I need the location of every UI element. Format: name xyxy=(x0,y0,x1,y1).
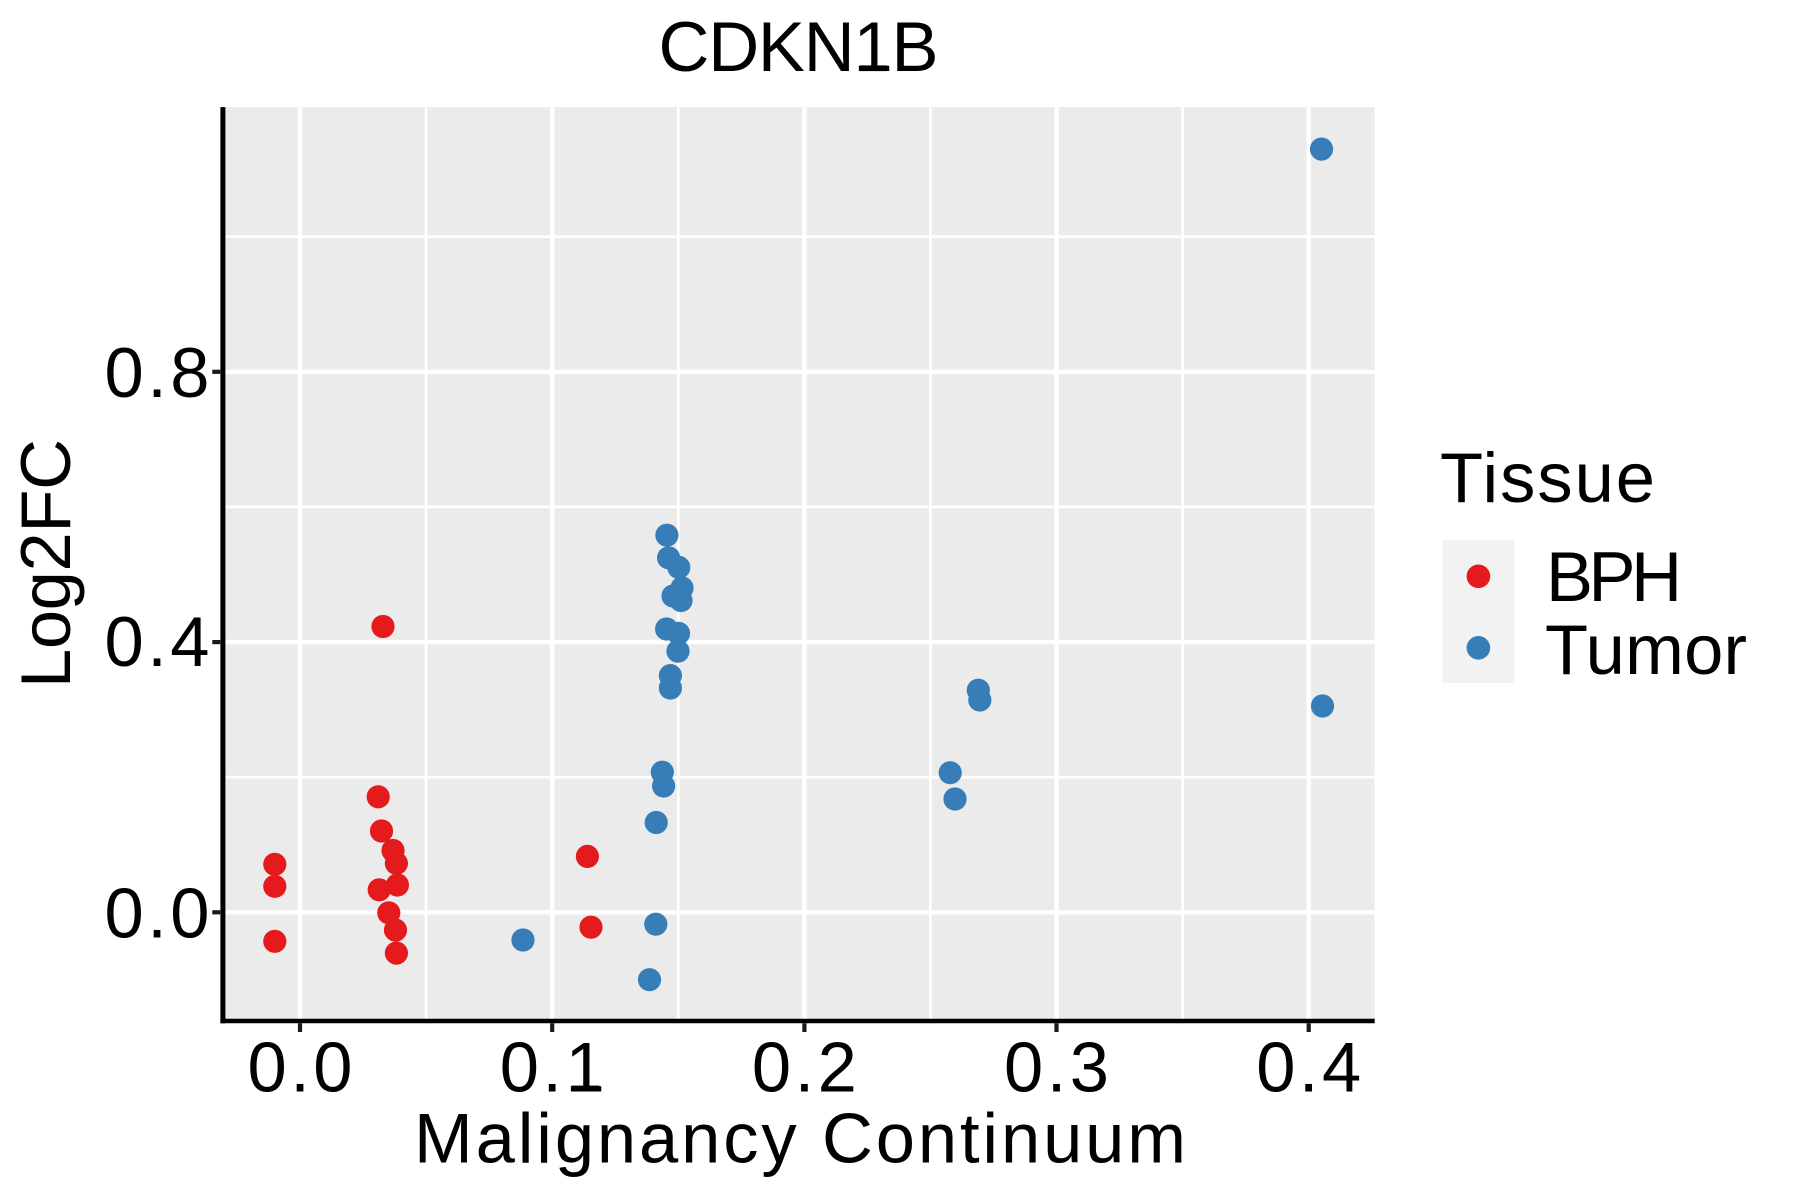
svg-text:0.3: 0.3 xyxy=(1004,1028,1109,1107)
svg-text:0.0: 0.0 xyxy=(105,874,210,953)
svg-text:CDKN1B: CDKN1B xyxy=(659,7,939,86)
svg-text:BPH: BPH xyxy=(1546,537,1682,616)
svg-text:0.1: 0.1 xyxy=(500,1028,605,1107)
svg-text:Tissue: Tissue xyxy=(1440,438,1655,517)
svg-text:0.0: 0.0 xyxy=(248,1028,353,1107)
svg-text:0.4: 0.4 xyxy=(1256,1028,1361,1107)
svg-text:0.2: 0.2 xyxy=(752,1028,857,1107)
svg-text:0.8: 0.8 xyxy=(105,333,210,412)
svg-text:Malignancy Continuum: Malignancy Continuum xyxy=(414,1099,1186,1178)
svg-text:Tumor: Tumor xyxy=(1545,610,1747,689)
svg-text:0.4: 0.4 xyxy=(105,602,210,681)
svg-text:Log2FC: Log2FC xyxy=(6,439,85,688)
